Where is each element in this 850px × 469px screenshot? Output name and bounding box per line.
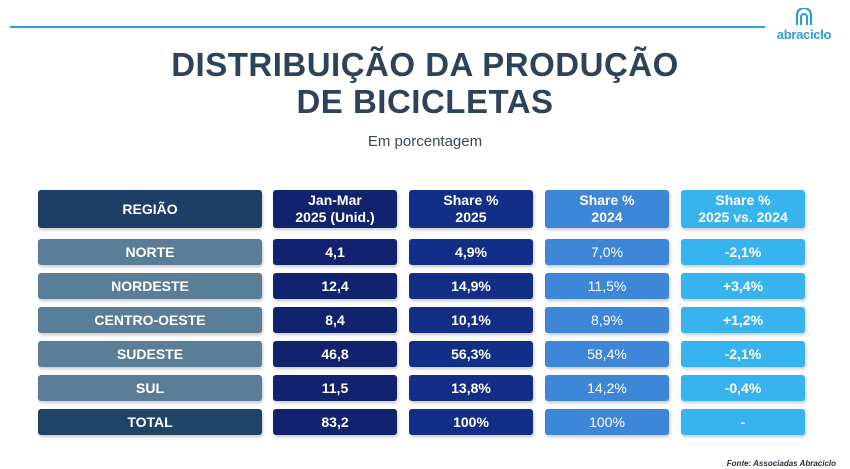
table-cell-units-2025: 12,4: [273, 273, 397, 299]
table-cell-share-2024: 7,0%: [545, 239, 669, 265]
header-share-2024: Share % 2024: [545, 190, 669, 228]
header-share-2025-line-2: 2025: [455, 209, 487, 225]
table-cell-region: SUL: [38, 375, 262, 401]
header-units-line-1: Jan-Mar: [308, 192, 362, 208]
table-cell-share-2025: 10,1%: [409, 307, 533, 333]
header-variation-line-2: 2025 vs. 2024: [698, 209, 788, 225]
table-cell-units-2025: 4,1: [273, 239, 397, 265]
title-line-2: DE BICICLETAS: [296, 83, 554, 120]
table-cell-share-variation: -0,4%: [681, 375, 805, 401]
table-cell-share-2025: 100%: [409, 409, 533, 435]
table-cell-units-2025: 11,5: [273, 375, 397, 401]
table-cell-units-2025: 83,2: [273, 409, 397, 435]
table-cell-share-2025: 14,9%: [409, 273, 533, 299]
header-variation-line-1: Share %: [715, 192, 771, 208]
table-cell-units-2025: 8,4: [273, 307, 397, 333]
table-cell-region: TOTAL: [38, 409, 262, 435]
table-cell-region: NORDESTE: [38, 273, 262, 299]
header-units-line-2: 2025 (Unid.): [295, 209, 375, 225]
header-region-label: REGIÃO: [122, 200, 178, 217]
page-title: DISTRIBUIÇÃO DA PRODUÇÃO DE BICICLETAS: [0, 46, 850, 120]
abraciclo-logo: abraciclo: [772, 8, 836, 42]
header-share-2024-line-1: Share %: [579, 192, 635, 208]
table-cell-share-variation: -2,1%: [681, 239, 805, 265]
source-note: Fonte: Associadas Abraciclo: [726, 459, 836, 468]
table-cell-share-2024: 58,4%: [545, 341, 669, 367]
logo-text: abraciclo: [776, 27, 832, 42]
table-cell-share-2025: 56,3%: [409, 341, 533, 367]
table-cell-share-variation: -2,1%: [681, 341, 805, 367]
page-subtitle: Em porcentagem: [367, 133, 483, 150]
header-units-2025: Jan-Mar 2025 (Unid.): [273, 190, 397, 228]
table-cell-share-2025: 13,8%: [409, 375, 533, 401]
header-share-2025-line-1: Share %: [443, 192, 499, 208]
table-cell-share-variation: +1,2%: [681, 307, 805, 333]
table-cell-share-2024: 11,5%: [545, 273, 669, 299]
header-share-2025: Share % 2025: [409, 190, 533, 228]
header-region: REGIÃO: [38, 190, 262, 228]
table-cell-share-2024: 100%: [545, 409, 669, 435]
table-cell-share-2025: 4,9%: [409, 239, 533, 265]
header-divider-line: [10, 26, 765, 28]
table-cell-units-2025: 46,8: [273, 341, 397, 367]
table-cell-share-variation: -: [681, 409, 805, 435]
title-line-1: DISTRIBUIÇÃO DA PRODUÇÃO: [171, 46, 679, 83]
header-share-variation: Share % 2025 vs. 2024: [681, 190, 805, 228]
table-cell-region: SUDESTE: [38, 341, 262, 367]
table-cell-share-2024: 8,9%: [545, 307, 669, 333]
table-cell-share-2024: 14,2%: [545, 375, 669, 401]
table-cell-share-variation: +3,4%: [681, 273, 805, 299]
table-cell-region: NORTE: [38, 239, 262, 265]
table-cell-region: CENTRO-OESTE: [38, 307, 262, 333]
logo-mark-icon: [795, 8, 813, 25]
header-share-2024-line-2: 2024: [591, 209, 623, 225]
